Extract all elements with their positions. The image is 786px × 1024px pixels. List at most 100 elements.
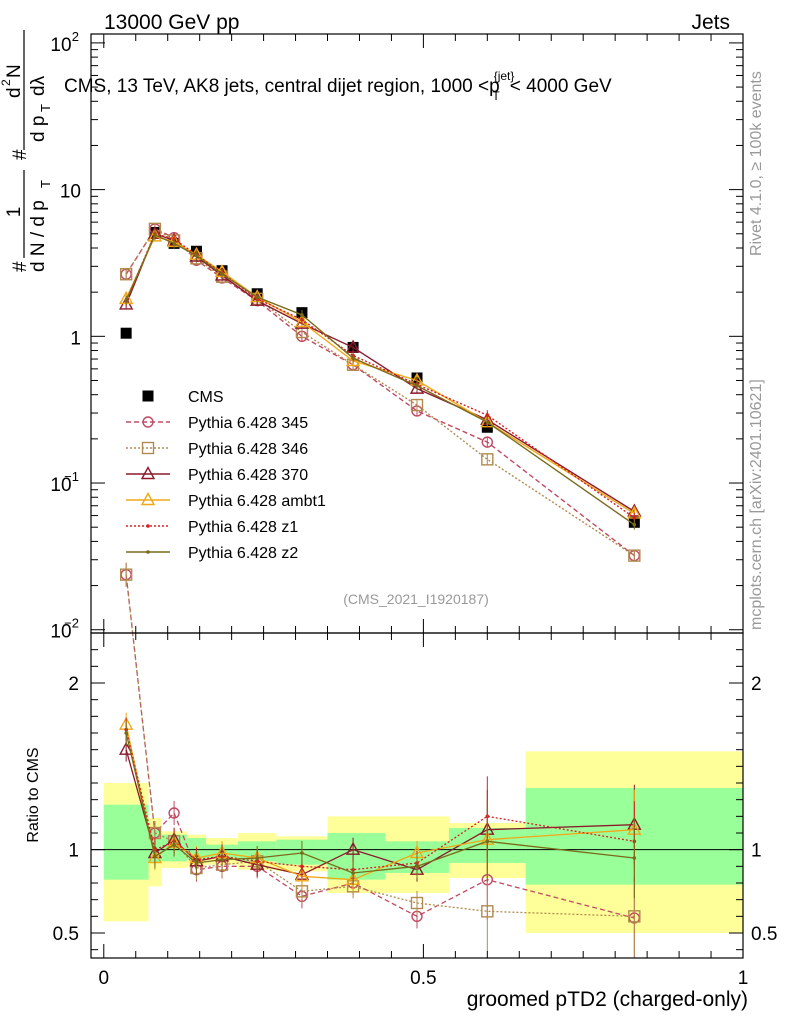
ratio-ytick-label-right-2: 2 — [751, 674, 762, 695]
legend-marker-4 — [140, 492, 156, 506]
ratio-point-5-8 — [415, 864, 419, 869]
ylabel-den1-sub: T — [38, 180, 53, 188]
legend-label-2: Pythia 6.428 346 — [188, 441, 308, 458]
legend-marker-3 — [140, 466, 156, 480]
main-point-6-5 — [255, 295, 259, 299]
main-ytick-label-1: 10 — [60, 182, 81, 203]
ratio-point-4-6 — [300, 864, 304, 869]
main-point-0-0 — [120, 327, 132, 339]
x-tick-label-0: 0 — [98, 968, 109, 989]
ratio-point-0-2 — [168, 807, 180, 819]
main-point-3-6 — [294, 315, 310, 329]
main-point-5-9 — [485, 413, 490, 417]
main-point-6-8 — [415, 383, 419, 388]
main-point-6-4 — [220, 272, 224, 277]
main-ytick-sup-3: −1 — [64, 469, 79, 484]
ratio-point-1-8 — [410, 896, 424, 910]
main-point-5-10 — [632, 515, 637, 520]
ratio-point-5-7 — [351, 871, 355, 875]
ratio-point-1-10 — [628, 910, 641, 923]
legend-label-5: Pythia 6.428 z1 — [188, 519, 298, 536]
main-series-layer — [118, 222, 642, 562]
ratio-series-layer — [118, 562, 642, 958]
band-inner-0 — [103, 804, 149, 880]
ylabel-num1: 1 — [4, 207, 25, 218]
ylabel-den2: d p — [28, 116, 49, 142]
main-point-2-9 — [481, 453, 494, 466]
main-point-6-10 — [632, 522, 637, 527]
ratio-point-5-9 — [485, 839, 490, 844]
legend-label-3: Pythia 6.428 370 — [188, 467, 308, 484]
main-ylabel: # 1 d N / d p T # d 2 N d p T dλ — [0, 30, 53, 272]
ratio-point-3-6 — [294, 868, 310, 882]
main-ytick-label-4: 10 — [50, 622, 71, 643]
ratio-point-5-10 — [632, 856, 637, 860]
rivet-version-label: Rivet 4.1.0, ≥ 100k events — [748, 71, 765, 256]
legend: CMS Pythia 6.428 345 Pythia 6.428 346 Pythi… — [126, 389, 326, 562]
main-point-6-1 — [153, 233, 157, 237]
ratio-line-4 — [125, 729, 635, 871]
main-point-2-0 — [119, 268, 133, 281]
ylabel-den2-post: dλ — [28, 75, 49, 96]
title-sup: {jet} — [494, 69, 515, 83]
watermark: (CMS_2021_I1920187) — [343, 591, 489, 607]
ratio-point-5-0 — [124, 731, 128, 735]
main-ytick-label-2: 1 — [70, 328, 81, 349]
ratio-ylabel: Ratio to CMS — [25, 747, 42, 842]
main-point-2-8 — [410, 398, 424, 412]
ylabel-hash1: # — [10, 261, 31, 272]
main-point-3-5 — [250, 292, 265, 306]
ratio-frame — [90, 632, 744, 959]
main-point-6-0 — [124, 298, 128, 303]
main-point-3-3 — [189, 248, 204, 262]
ratio-point-5-2 — [172, 842, 176, 847]
ratio-ytick-label-left-2: 2 — [68, 674, 79, 695]
main-point-6-2 — [172, 241, 176, 246]
ratio-point-5-5 — [255, 856, 259, 860]
main-title: CMS, 13 TeV, AK8 jets, central dijet reg… — [64, 69, 612, 103]
main-point-4-6 — [294, 314, 310, 328]
ratio-ytick-label-right-1: 1 — [751, 841, 762, 862]
ratio-point-5-3 — [194, 861, 199, 865]
legend-marker-5 — [146, 524, 150, 528]
legend-marker-1 — [142, 416, 154, 428]
main-point-2-10 — [628, 549, 641, 562]
header-left: 13000 GeV pp — [104, 11, 239, 34]
ratio-point-5-6 — [300, 851, 304, 855]
ratio-ytick-label-left-1: 1 — [68, 841, 79, 862]
ratio-axes: 0.5 0.5 1 1 2 2 0 0.5 1 — [53, 632, 777, 989]
legend-label-1: Pythia 6.428 345 — [188, 415, 308, 432]
x-tick-label-1: 0.5 — [410, 968, 436, 989]
ratio-point-2-7 — [345, 841, 361, 855]
ylabel-num2-sup: 2 — [0, 79, 13, 86]
title-post: < 4000 GeV — [510, 76, 612, 97]
x-axis-label: groomed pTD2 (charged-only) — [467, 988, 748, 1011]
legend-marker-2 — [141, 441, 155, 455]
ratio-ytick-label-left-0: 0.5 — [53, 924, 79, 945]
ylabel-den1: d N / d p — [28, 200, 49, 272]
title-sub: T — [492, 89, 500, 103]
ratio-point-1-9 — [481, 905, 494, 918]
main-point-4-1 — [147, 228, 163, 242]
main-ytick-sup-4: −2 — [64, 616, 79, 631]
ratio-point-1-0 — [119, 568, 133, 581]
main-ytick-label-0: 10 — [50, 35, 71, 56]
main-point-6-9 — [485, 420, 490, 424]
legend-marker-6 — [146, 550, 150, 554]
ylabel-hash2: # — [10, 149, 31, 160]
title-pre: CMS, 13 TeV, AK8 jets, central dijet reg… — [64, 76, 500, 97]
ratio-ytick-label-right-0: 0.5 — [751, 924, 777, 945]
ratio-point-5-4 — [220, 857, 224, 862]
ylabel-num2-post: N — [4, 64, 25, 78]
main-ytick-sup-0: 2 — [72, 29, 79, 44]
legend-label-0: CMS — [188, 389, 224, 406]
main-ytick-label-3: 10 — [50, 475, 71, 496]
header-right: Jets — [691, 11, 730, 34]
main-point-6-7 — [351, 356, 355, 360]
ylabel-den2-sub: T — [38, 104, 53, 112]
legend-label-4: Pythia 6.428 ambt1 — [188, 493, 326, 510]
mcplots-label: mcplots.cern.ch [arXiv:2401.10621] — [748, 379, 765, 630]
legend-marker-0 — [142, 390, 154, 402]
main-point-1-9 — [481, 436, 494, 448]
